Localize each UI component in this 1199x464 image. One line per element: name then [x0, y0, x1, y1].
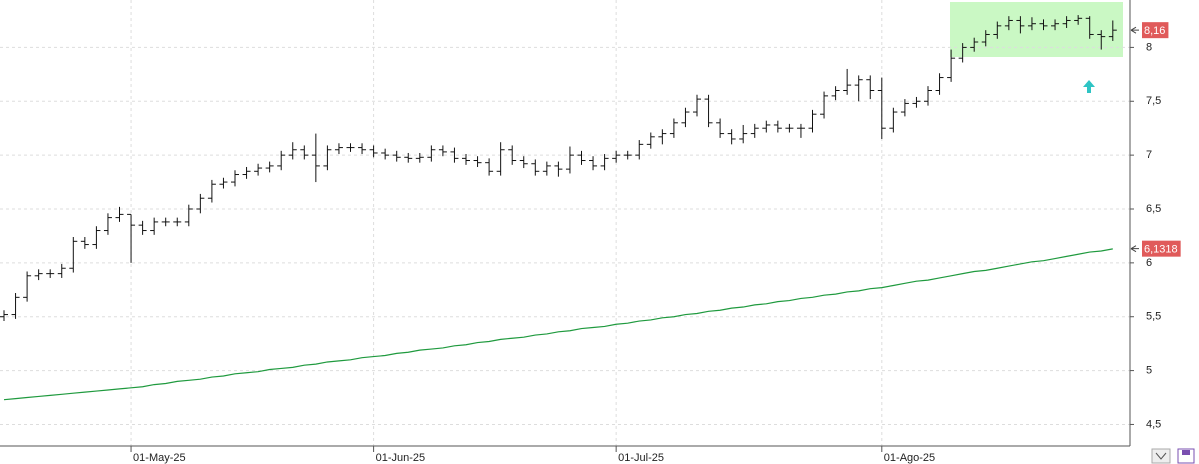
- highlight-zone: [950, 2, 1123, 57]
- x-tick-label: 01-May-25: [133, 452, 186, 464]
- price-marker: 8,16: [1142, 22, 1169, 39]
- marker-label: 6,1318: [1144, 244, 1178, 256]
- toolbar: [1151, 448, 1195, 464]
- menu-icon: [1155, 452, 1167, 460]
- marker-pointer: [1130, 26, 1139, 34]
- y-tick-label: 4,5: [1146, 418, 1161, 430]
- marker-box: [1142, 22, 1169, 39]
- x-tick-label: 01-Jul-25: [618, 452, 664, 464]
- y-tick-label: 6: [1146, 257, 1152, 269]
- y-tick-label: 5: [1146, 364, 1152, 376]
- save-icon: [1182, 450, 1190, 455]
- marker-label: 8,16: [1144, 25, 1165, 37]
- marker-box: [1142, 240, 1181, 257]
- marker-pointer: [1130, 245, 1139, 253]
- y-tick-label: 7: [1146, 149, 1152, 161]
- y-tick-label: 5,5: [1146, 311, 1161, 323]
- x-tick-label: 01-Ago-25: [884, 452, 935, 464]
- up-arrow: [1083, 80, 1095, 93]
- y-tick-label: 8: [1146, 41, 1152, 53]
- x-tick-label: 01-Jun-25: [376, 452, 426, 464]
- price-marker: 6,1318: [1142, 240, 1181, 257]
- average-line: [3, 248, 1113, 401]
- menu-button[interactable]: [1151, 448, 1171, 464]
- y-tick-label: 7,5: [1146, 95, 1161, 107]
- y-tick-label: 6,5: [1146, 203, 1161, 215]
